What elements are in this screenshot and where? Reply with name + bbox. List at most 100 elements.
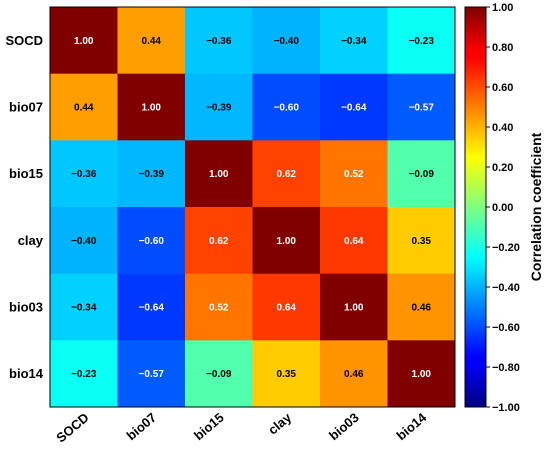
x-tick-label-bio07: bio07: [124, 410, 160, 443]
x-tick-label-bio03: bio03: [326, 410, 362, 443]
colorbar-gradient: [464, 6, 487, 408]
colorbar-tick-label: 0.00: [492, 202, 513, 214]
cell-value-SOCD-bio03: −0.34: [341, 36, 367, 47]
heatmap-cell-SOCD-clay: [252, 7, 321, 75]
cell-value-bio07-clay: −0.60: [274, 103, 300, 114]
colorbar-tick-label: −1.00: [492, 402, 520, 414]
colorbar-tick-label: 0.80: [492, 42, 513, 54]
colorbar-tick-label: 0.60: [492, 82, 513, 94]
cell-value-bio14-SOCD: −0.23: [71, 369, 97, 380]
heatmap-cell-SOCD-bio15: [185, 7, 253, 75]
y-tick-label-bio03: bio03: [9, 300, 43, 315]
cell-value-bio14-bio14: 1.00: [412, 369, 432, 380]
colorbar-tick-label: 0.40: [492, 122, 513, 134]
heatmap-cell-clay-bio03: [320, 207, 388, 275]
cell-value-clay-bio15: 0.62: [209, 236, 229, 247]
y-tick-label-clay: clay: [18, 233, 44, 248]
heatmap-cell-bio15-bio03: [320, 140, 388, 208]
cell-value-bio15-bio15: 1.00: [209, 169, 229, 180]
colorbar-tick-label: −0.80: [492, 362, 520, 374]
y-tick-label-SOCD: SOCD: [5, 33, 43, 48]
colorbar: −1.00 −0.80 −0.60 −0.40 −0.20 0.00 0.20 0.40 0.6…: [464, 2, 544, 414]
cell-value-clay-SOCD: −0.40: [71, 236, 97, 247]
heatmap-cell-clay-clay: [252, 207, 321, 275]
heatmap-cell-SOCD-bio14: [387, 7, 456, 75]
heatmap-cell-SOCD-bio07: [117, 7, 186, 75]
heatmap-cell-bio14-SOCD: [50, 340, 118, 408]
cell-value-bio14-clay: 0.35: [277, 369, 297, 380]
heatmap-cell-bio15-clay: [252, 140, 321, 208]
heatmap-cell-bio07-bio14: [387, 73, 456, 141]
heatmap-cell-bio07-clay: [252, 73, 321, 141]
plot-frame: [49, 6, 456, 408]
colorbar-tick-label: −0.20: [492, 242, 520, 254]
heatmap-cell-bio03-bio15: [185, 273, 253, 341]
cell-value-bio03-SOCD: −0.34: [71, 303, 97, 314]
cell-value-bio07-bio07: 1.00: [142, 103, 162, 114]
heatmap-cell-bio03-bio03: [320, 273, 388, 341]
heatmap-cell-bio07-bio07: [117, 73, 186, 141]
heatmap-cells: [50, 7, 456, 408]
cell-value-clay-bio03: 0.64: [344, 236, 364, 247]
heatmap-cell-SOCD-bio03: [320, 7, 388, 75]
cell-value-SOCD-clay: −0.40: [274, 36, 300, 47]
colorbar-title: Correlation coefficient: [528, 132, 544, 281]
cell-value-bio14-bio15: −0.09: [206, 369, 232, 380]
heatmap-cell-clay-SOCD: [50, 207, 118, 275]
heatmap-cell-bio15-bio07: [117, 140, 186, 208]
cell-value-bio03-clay: 0.64: [277, 303, 297, 314]
heatmap-cell-bio15-bio15: [185, 140, 253, 208]
heatmap-cell-bio14-clay: [252, 340, 321, 408]
heatmap-cell-bio15-bio14: [387, 140, 456, 208]
heatmap-cell-bio07-bio03: [320, 73, 388, 141]
heatmap-cell-bio03-SOCD: [50, 273, 118, 341]
heatmap-cell-bio07-SOCD: [50, 73, 118, 141]
x-tick-label-clay: clay: [265, 409, 295, 437]
cell-value-bio03-bio15: 0.52: [209, 303, 229, 314]
heatmap-cell-bio14-bio15: [185, 340, 253, 408]
cell-value-clay-clay: 1.00: [277, 236, 297, 247]
x-tick-label-SOCD: SOCD: [53, 410, 91, 446]
x-axis-tick-labels: SOCD bio07 bio15 clay bio03 bio14: [53, 409, 429, 445]
cell-value-clay-bio14: 0.35: [412, 236, 432, 247]
heatmap-cell-bio03-clay: [252, 273, 321, 341]
heatmap-value-labels: 1.00 0.44 −0.36 −0.40 −0.34 −0.23 0.44 1.00 −0.3…: [71, 36, 434, 380]
heatmap-cell-bio14-bio07: [117, 340, 186, 408]
cell-value-bio07-bio14: −0.57: [409, 103, 435, 114]
cell-value-bio14-bio03: 0.46: [344, 369, 364, 380]
y-tick-label-bio14: bio14: [9, 366, 44, 381]
colorbar-ticks: −1.00 −0.80 −0.60 −0.40 −0.20 0.00 0.20 0.40 0.6…: [486, 2, 520, 414]
x-tick-label-bio15: bio15: [191, 410, 227, 443]
heatmap-cell-bio03-bio07: [117, 273, 186, 341]
y-tick-label-bio15: bio15: [9, 166, 43, 181]
cell-value-bio07-bio03: −0.64: [341, 103, 367, 114]
cell-value-SOCD-SOCD: 1.00: [74, 36, 94, 47]
colorbar-tick-label: −0.40: [492, 282, 520, 294]
heatmap-cell-clay-bio07: [117, 207, 186, 275]
heatmap-cell-bio14-bio03: [320, 340, 388, 408]
heatmap-cell-bio14-bio14: [387, 340, 456, 408]
y-axis-tick-labels: SOCD bio07 bio15 clay bio03 bio14: [5, 33, 43, 381]
x-tick-label-bio14: bio14: [394, 409, 430, 443]
heatmap-cell-bio03-bio14: [387, 273, 456, 341]
heatmap-cell-bio07-bio15: [185, 73, 253, 141]
cell-value-bio15-SOCD: −0.36: [71, 169, 97, 180]
cell-value-bio15-clay: 0.62: [277, 169, 297, 180]
cell-value-SOCD-bio14: −0.23: [409, 36, 435, 47]
colorbar-tick-label: 0.20: [492, 162, 513, 174]
cell-value-bio15-bio03: 0.52: [344, 169, 364, 180]
cell-value-bio15-bio14: −0.09: [409, 169, 435, 180]
y-tick-label-bio07: bio07: [9, 100, 43, 115]
cell-value-bio03-bio14: 0.46: [412, 303, 432, 314]
cell-value-bio07-bio15: −0.39: [206, 103, 232, 114]
heatmap-cell-bio15-SOCD: [50, 140, 118, 208]
heatmap-cell-SOCD-SOCD: [50, 7, 118, 75]
cell-value-SOCD-bio15: −0.36: [206, 36, 232, 47]
cell-value-SOCD-bio07: 0.44: [142, 36, 162, 47]
cell-value-bio03-bio03: 1.00: [344, 303, 364, 314]
cell-value-bio15-bio07: −0.39: [139, 169, 165, 180]
heatmap-cell-clay-bio15: [185, 207, 253, 275]
cell-value-bio14-bio07: −0.57: [139, 369, 165, 380]
cell-value-bio07-SOCD: 0.44: [74, 103, 94, 114]
